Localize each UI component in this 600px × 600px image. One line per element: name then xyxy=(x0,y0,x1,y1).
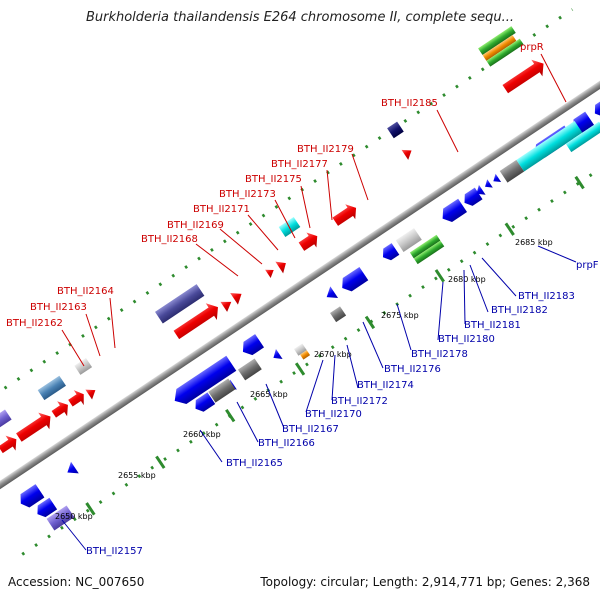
gene-block[interactable] xyxy=(37,375,66,401)
scale-label: 2675 kbp xyxy=(381,311,419,320)
gene-block[interactable] xyxy=(413,240,445,265)
gene-block[interactable] xyxy=(516,121,583,172)
gene-block[interactable] xyxy=(482,35,517,61)
gene-block[interactable] xyxy=(74,357,93,375)
gene-arrow[interactable] xyxy=(0,432,21,458)
gene-arrow[interactable] xyxy=(401,145,415,160)
gene-arrow[interactable] xyxy=(220,297,234,312)
gene-label[interactable]: BTH_II2163 xyxy=(30,302,87,313)
accession-text: Accession: NC_007650 xyxy=(8,575,145,589)
gene-arrow[interactable] xyxy=(13,408,56,446)
gene-label[interactable]: BTH_II2176 xyxy=(384,364,441,375)
gene-arrow[interactable] xyxy=(338,266,369,295)
gene-label[interactable]: BTH_II2169 xyxy=(167,220,224,231)
scale-label: 2665 kbp xyxy=(250,390,288,399)
gene-block[interactable] xyxy=(208,378,236,403)
gene-arrow[interactable] xyxy=(49,397,73,421)
tick-row-lower xyxy=(21,131,600,556)
gene-block[interactable] xyxy=(293,343,307,356)
gene-arrow[interactable] xyxy=(275,257,289,274)
gene-block[interactable] xyxy=(300,350,311,360)
gene-block[interactable] xyxy=(0,409,12,429)
gene-label[interactable]: BTH_II2180 xyxy=(438,334,495,345)
gene-label[interactable]: BTH_II2165 xyxy=(226,458,283,469)
gene-label[interactable]: BTH_II2172 xyxy=(331,396,388,407)
gene-label[interactable]: prpF xyxy=(576,260,599,271)
gene-arrow[interactable] xyxy=(591,99,600,119)
gene-arrow[interactable] xyxy=(265,266,276,279)
scale-labels: 2650 kbp 2655 kbp 2660 kbp 2665 kbp 2670… xyxy=(55,238,553,521)
gene-arrow[interactable] xyxy=(16,484,45,510)
scale-label: 2670 kbp xyxy=(314,350,352,359)
gene-block[interactable] xyxy=(565,121,600,153)
topology-text: Topology: circular; Length: 2,914,771 bp… xyxy=(260,575,590,589)
map-title: Burkholderia thailandensis E264 chromoso… xyxy=(85,10,515,25)
gene-block[interactable] xyxy=(478,26,516,56)
gene-arrow[interactable] xyxy=(85,385,98,400)
gene-label[interactable]: BTH_II2168 xyxy=(141,234,198,245)
gene-arrow[interactable] xyxy=(65,387,88,411)
gene-arrow[interactable] xyxy=(323,286,339,303)
gene-block[interactable] xyxy=(409,234,441,259)
gene-label[interactable]: BTH_II2175 xyxy=(245,174,302,185)
forward-strand-genes xyxy=(0,55,549,458)
gene-arrow[interactable] xyxy=(330,200,361,229)
gene-label[interactable]: BTH_II2181 xyxy=(464,320,521,331)
gene-block[interactable] xyxy=(499,159,525,183)
special-genes-lower xyxy=(46,121,600,531)
gene-arrow[interactable] xyxy=(491,173,502,186)
gene-arrow[interactable] xyxy=(192,392,216,414)
gene-arrow[interactable] xyxy=(64,461,79,479)
gene-arrow[interactable] xyxy=(34,497,58,520)
gene-label[interactable]: BTH_II2177 xyxy=(271,159,328,170)
gene-block[interactable] xyxy=(395,228,422,252)
scale-label: 2655 kbp xyxy=(118,471,156,480)
gene-label[interactable]: BTH_II2179 xyxy=(297,144,354,155)
gene-arrow[interactable] xyxy=(438,198,468,226)
gene-label[interactable]: BTH_II2185 xyxy=(381,98,438,109)
gene-label[interactable]: BTH_II2183 xyxy=(518,291,575,302)
gene-label[interactable]: BTH_II2174 xyxy=(357,380,414,391)
gene-label[interactable]: BTH_II2167 xyxy=(282,424,339,435)
gene-arrow[interactable] xyxy=(170,355,237,409)
gene-block[interactable] xyxy=(330,306,347,323)
scale-label: 2660 kbp xyxy=(183,430,221,439)
gene-label[interactable]: BTH_II2157 xyxy=(86,546,143,557)
bottom-gene-labels: BTH_II2157 BTH_II2165 BTH_II2166 BTH_II2… xyxy=(61,245,599,557)
gene-arrow[interactable] xyxy=(379,243,400,263)
gene-block[interactable] xyxy=(155,284,205,324)
gene-label[interactable]: BTH_II2170 xyxy=(305,409,362,420)
scale-label: 2650 kbp xyxy=(55,512,93,521)
scale-label: 2685 kbp xyxy=(515,238,553,247)
gene-label[interactable]: BTH_II2178 xyxy=(411,349,468,360)
gene-arrow[interactable] xyxy=(461,187,483,209)
gene-arrow[interactable] xyxy=(473,184,486,199)
scale-label: 2680 kbp xyxy=(448,275,486,284)
gene-arrow[interactable] xyxy=(238,334,265,358)
special-genes-upper xyxy=(0,26,524,429)
gene-label[interactable]: BTH_II2166 xyxy=(258,438,315,449)
gene-label[interactable]: BTH_II2182 xyxy=(491,305,548,316)
top-gene-labels: BTH_II2162 BTH_II2163 BTH_II2164 BTH_II2… xyxy=(6,42,567,367)
gene-block[interactable] xyxy=(387,121,404,139)
gene-label[interactable]: BTH_II2164 xyxy=(57,286,114,297)
chromosome-backbone xyxy=(0,71,600,500)
gene-arrow[interactable] xyxy=(482,179,493,191)
gene-label[interactable]: BTH_II2173 xyxy=(219,189,276,200)
gene-arrow[interactable] xyxy=(270,349,283,363)
gene-arrow[interactable] xyxy=(230,288,245,305)
gene-block[interactable] xyxy=(46,505,75,531)
gene-block[interactable] xyxy=(237,358,262,381)
gene-arrow[interactable] xyxy=(171,299,224,343)
reverse-strand-genes xyxy=(16,99,600,520)
gene-label[interactable]: prpR xyxy=(520,42,544,53)
gene-label[interactable]: BTH_II2162 xyxy=(6,318,63,329)
gene-arrow[interactable] xyxy=(500,55,549,97)
gene-arrow[interactable] xyxy=(296,229,322,255)
gene-label[interactable]: BTH_II2171 xyxy=(193,204,250,215)
gene-block[interactable] xyxy=(486,38,524,67)
scale-ticks xyxy=(85,175,585,516)
